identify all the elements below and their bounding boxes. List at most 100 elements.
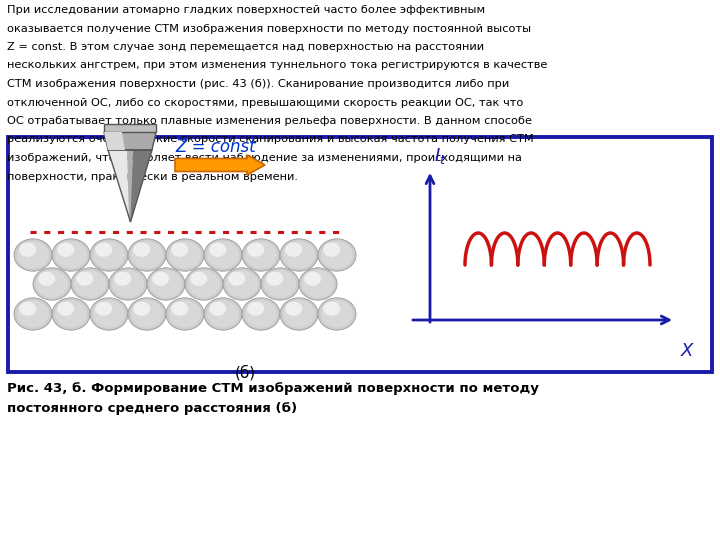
Polygon shape	[104, 132, 156, 150]
Text: (б): (б)	[235, 365, 256, 381]
Ellipse shape	[55, 300, 87, 328]
Ellipse shape	[133, 242, 150, 257]
Ellipse shape	[38, 272, 55, 286]
Ellipse shape	[209, 301, 226, 316]
Polygon shape	[129, 150, 152, 222]
Ellipse shape	[128, 298, 166, 330]
Ellipse shape	[188, 270, 220, 298]
Ellipse shape	[14, 239, 52, 271]
Text: $X$: $X$	[680, 342, 696, 360]
Ellipse shape	[95, 242, 112, 257]
Ellipse shape	[318, 298, 356, 330]
Ellipse shape	[285, 301, 302, 316]
Text: постоянного среднего расстояния (б): постоянного среднего расстояния (б)	[7, 402, 297, 415]
Ellipse shape	[71, 268, 109, 300]
Ellipse shape	[247, 242, 264, 257]
Ellipse shape	[169, 300, 201, 328]
Ellipse shape	[285, 242, 302, 257]
Ellipse shape	[147, 268, 185, 300]
Text: Рис. 43, б. Формирование СТМ изображений поверхности по методу: Рис. 43, б. Формирование СТМ изображений…	[7, 382, 539, 395]
Ellipse shape	[228, 272, 246, 286]
Ellipse shape	[33, 268, 71, 300]
Ellipse shape	[323, 301, 341, 316]
Ellipse shape	[95, 301, 112, 316]
FancyArrow shape	[175, 155, 265, 175]
Ellipse shape	[109, 268, 147, 300]
Ellipse shape	[74, 270, 106, 298]
Ellipse shape	[131, 300, 163, 328]
Ellipse shape	[93, 241, 125, 269]
Ellipse shape	[14, 298, 52, 330]
Polygon shape	[127, 150, 133, 222]
Ellipse shape	[150, 270, 182, 298]
Ellipse shape	[283, 241, 315, 269]
Ellipse shape	[133, 301, 150, 316]
Ellipse shape	[247, 301, 264, 316]
Ellipse shape	[223, 268, 261, 300]
Ellipse shape	[280, 239, 318, 271]
Ellipse shape	[166, 239, 204, 271]
Ellipse shape	[321, 241, 353, 269]
Ellipse shape	[57, 242, 74, 257]
Text: нескольких ангстрем, при этом изменения туннельного тока регистрируются в качест: нескольких ангстрем, при этом изменения …	[7, 60, 547, 71]
Ellipse shape	[171, 301, 188, 316]
Text: СТМ изображения поверхности (рис. 43 (б)). Сканирование производится либо при: СТМ изображения поверхности (рис. 43 (б)…	[7, 79, 509, 89]
Polygon shape	[108, 150, 130, 222]
Text: оказывается получение СТМ изображения поверхности по методу постоянной высоты: оказывается получение СТМ изображения по…	[7, 24, 531, 33]
Text: отключенной ОС, либо со скоростями, превышающими скорость реакции ОС, так что: отключенной ОС, либо со скоростями, прев…	[7, 98, 523, 107]
Ellipse shape	[90, 298, 128, 330]
Ellipse shape	[114, 272, 131, 286]
Ellipse shape	[245, 300, 277, 328]
Text: реализуются очень высокие скорости сканирования и высокая частота получения СТМ: реализуются очень высокие скорости скани…	[7, 134, 534, 145]
Ellipse shape	[280, 298, 318, 330]
Text: Z = const. В этом случае зонд перемещается над поверхностью на расстоянии: Z = const. В этом случае зонд перемещает…	[7, 42, 484, 52]
Ellipse shape	[318, 239, 356, 271]
Text: При исследовании атомарно гладких поверхностей часто более эффективным: При исследовании атомарно гладких поверх…	[7, 5, 485, 15]
Ellipse shape	[112, 270, 144, 298]
Ellipse shape	[166, 298, 204, 330]
Text: Z = const: Z = const	[175, 138, 256, 156]
Ellipse shape	[299, 268, 337, 300]
Ellipse shape	[17, 300, 49, 328]
Ellipse shape	[55, 241, 87, 269]
Ellipse shape	[207, 300, 239, 328]
Ellipse shape	[207, 241, 239, 269]
Ellipse shape	[19, 301, 36, 316]
Polygon shape	[104, 132, 125, 150]
Ellipse shape	[19, 242, 36, 257]
Ellipse shape	[52, 239, 90, 271]
Ellipse shape	[190, 272, 207, 286]
Ellipse shape	[52, 298, 90, 330]
Ellipse shape	[204, 239, 242, 271]
Ellipse shape	[302, 270, 334, 298]
Text: поверхности, практически в реальном времени.: поверхности, практически в реальном врем…	[7, 172, 298, 181]
Ellipse shape	[36, 270, 68, 298]
Ellipse shape	[152, 272, 169, 286]
Ellipse shape	[17, 241, 49, 269]
Ellipse shape	[171, 242, 188, 257]
Ellipse shape	[93, 300, 125, 328]
Ellipse shape	[226, 270, 258, 298]
Ellipse shape	[264, 270, 296, 298]
Ellipse shape	[283, 300, 315, 328]
Ellipse shape	[245, 241, 277, 269]
Ellipse shape	[57, 301, 74, 316]
Ellipse shape	[266, 272, 283, 286]
Ellipse shape	[204, 298, 242, 330]
Ellipse shape	[209, 242, 226, 257]
Ellipse shape	[76, 272, 93, 286]
Ellipse shape	[242, 298, 280, 330]
Bar	[8, 137, 712, 372]
Text: $I_t$: $I_t$	[434, 146, 446, 166]
Ellipse shape	[90, 239, 128, 271]
Text: изображений, что позволяет вести наблюдение за изменениями, происходящими на: изображений, что позволяет вести наблюде…	[7, 153, 522, 163]
Ellipse shape	[242, 239, 280, 271]
Ellipse shape	[128, 239, 166, 271]
Text: ОС отрабатывает только плавные изменения рельефа поверхности. В данном способе: ОС отрабатывает только плавные изменения…	[7, 116, 532, 126]
Ellipse shape	[304, 272, 321, 286]
Ellipse shape	[131, 241, 163, 269]
Ellipse shape	[169, 241, 201, 269]
Bar	[104, 124, 156, 132]
Ellipse shape	[185, 268, 223, 300]
Ellipse shape	[323, 242, 341, 257]
